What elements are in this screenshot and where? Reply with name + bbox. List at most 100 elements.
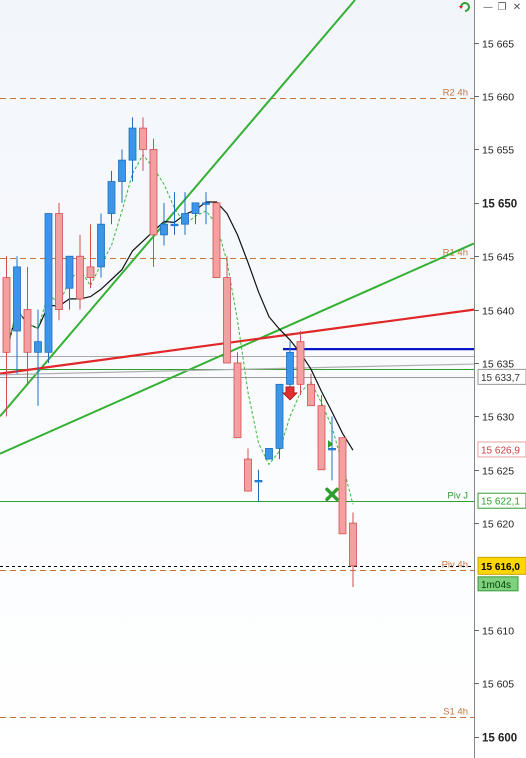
- candle: [181, 192, 189, 235]
- trendline-red: [0, 308, 475, 375]
- price-box: [477, 556, 526, 575]
- price-box-label: 15 626,9: [481, 445, 520, 456]
- candle: [128, 117, 137, 182]
- minimize-icon[interactable]: —: [483, 2, 493, 13]
- moving-averages: [5, 153, 354, 505]
- candle-body: [65, 255, 74, 289]
- candle: [223, 256, 231, 364]
- candle-body: [254, 480, 263, 483]
- candle: [286, 341, 294, 396]
- moving-average-fast: [6, 153, 354, 505]
- candle-body: [76, 255, 84, 300]
- signal-triangle-icon: [328, 440, 333, 449]
- candle: [34, 309, 42, 406]
- level-label: R2 4h: [443, 88, 468, 99]
- candle: [44, 213, 53, 363]
- trendlines: [0, 0, 475, 455]
- candle-body: [128, 127, 137, 161]
- candle-body: [296, 341, 305, 385]
- candle: [296, 330, 305, 396]
- candle: [317, 395, 326, 471]
- candle-body: [44, 213, 53, 353]
- y-tick-label: 15 640: [482, 306, 514, 318]
- trendline-green-steep: [0, 0, 356, 418]
- candle: [97, 213, 105, 278]
- candle-body: [338, 437, 347, 535]
- candle-body: [349, 522, 357, 567]
- candle-body: [118, 159, 126, 182]
- y-tick-label: 15 645: [482, 252, 514, 264]
- level-label: R1 4h: [443, 248, 468, 259]
- candle-body: [202, 202, 210, 205]
- candle-body: [34, 341, 42, 353]
- candle-body: [97, 223, 105, 268]
- candle-body: [13, 266, 21, 332]
- level-label: Piv J: [447, 491, 468, 502]
- candle-body: [212, 202, 221, 278]
- candle: [118, 149, 126, 203]
- candle: [13, 256, 21, 374]
- candle-body: [160, 223, 168, 236]
- refresh-icon[interactable]: [458, 1, 470, 12]
- candle: [107, 170, 116, 225]
- candle-body: [328, 447, 336, 451]
- price-labels: 15 633,7 15 626,9 15 622,1 15 616,0 1m04s: [477, 368, 526, 592]
- candle: [191, 202, 200, 225]
- candle: [76, 234, 84, 310]
- candle-body: [275, 383, 284, 449]
- sell-arrow-icon: [282, 386, 298, 401]
- candle: [349, 512, 357, 588]
- moving-average-slow: [5, 201, 354, 451]
- candle-body: [139, 127, 147, 150]
- candle-body: [181, 213, 189, 225]
- target-cross-icon: [325, 487, 339, 502]
- price-box: [477, 492, 526, 509]
- candle: [254, 469, 263, 502]
- y-tick-label: 15 655: [482, 145, 514, 157]
- y-tick-label: 15 650: [482, 199, 517, 211]
- candle: [202, 192, 210, 225]
- candle: [160, 202, 168, 246]
- candle-body: [55, 213, 63, 311]
- y-tick-label: 15 660: [482, 92, 514, 104]
- candle-body: [223, 277, 231, 364]
- countdown-label: 1m04s: [481, 580, 511, 591]
- candle: [170, 192, 179, 235]
- candle-body: [286, 351, 294, 385]
- candle: [55, 202, 63, 321]
- level-label: Piv 4h: [442, 560, 468, 571]
- candle: [86, 224, 95, 289]
- restore-icon[interactable]: ❐: [497, 2, 507, 13]
- candle: [233, 352, 242, 439]
- y-tick-label: 15 630: [482, 412, 514, 424]
- price-box-label: 15 622,1: [481, 497, 520, 508]
- y-tick-label: 15 605: [482, 679, 514, 691]
- candle: [23, 266, 32, 385]
- price-box-label: 15 633,7: [481, 373, 520, 384]
- y-tick-label: 15 625: [482, 466, 514, 478]
- candle-body: [265, 447, 273, 460]
- price-box: [477, 368, 526, 385]
- candle: [307, 373, 315, 407]
- candle-body: [233, 362, 242, 439]
- candle-body: [2, 277, 11, 353]
- candle-body: [86, 266, 95, 278]
- candle: [338, 437, 347, 535]
- candle: [149, 138, 158, 267]
- y-tick-label: 15 620: [482, 519, 514, 531]
- y-tick-label: 15 665: [482, 39, 514, 51]
- candle-body: [244, 458, 252, 492]
- candle-body: [23, 309, 32, 353]
- price-box: [477, 441, 526, 458]
- candle-body: [170, 223, 179, 227]
- close-icon[interactable]: ✕: [512, 2, 522, 13]
- candle-body: [107, 181, 116, 214]
- price-axis[interactable]: 15 665 15 660 15 655 15 650 15 645 15 640 15 6…: [474, 39, 517, 745]
- signal-markers: [282, 386, 339, 502]
- candle: [265, 447, 273, 460]
- candle: [275, 383, 284, 460]
- candle-body: [149, 149, 158, 236]
- price-box-label: 15 616,0: [481, 562, 520, 573]
- candle-body: [307, 383, 315, 407]
